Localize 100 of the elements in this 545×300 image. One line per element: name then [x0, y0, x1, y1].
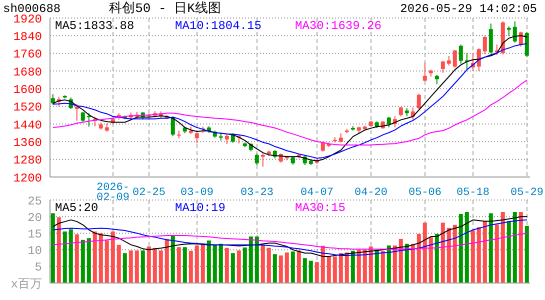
candlestick — [512, 20, 517, 44]
bar — [368, 246, 373, 283]
x-tick-label: 2026-02-09 — [96, 182, 130, 204]
bar — [470, 230, 475, 283]
candlestick — [524, 31, 529, 58]
text: MA30:1639.26 — [295, 19, 382, 33]
bar — [386, 245, 391, 283]
candlestick — [422, 62, 427, 82]
bar — [482, 221, 487, 283]
y-tick-label: 1600 — [13, 82, 42, 97]
candlestick — [482, 35, 487, 55]
series-label: MA5:20 — [55, 201, 100, 215]
line-series — [52, 232, 528, 250]
bar — [314, 262, 319, 283]
bar — [350, 250, 355, 283]
candlestick — [224, 134, 229, 144]
bar — [332, 256, 337, 283]
bar — [104, 240, 109, 283]
bar — [254, 236, 259, 283]
bar — [278, 255, 283, 283]
bar — [524, 226, 529, 283]
bar — [158, 250, 163, 283]
x-tick-label: 04-07 — [300, 187, 334, 199]
bar — [434, 234, 439, 283]
bar — [452, 224, 457, 283]
bar — [140, 250, 145, 283]
bar — [488, 213, 493, 283]
bar — [242, 247, 247, 283]
line-series — [52, 80, 528, 146]
y-tick-label: 1200 — [13, 171, 42, 186]
bar — [464, 212, 469, 283]
bar — [410, 244, 415, 283]
bar — [266, 248, 271, 283]
candlestick — [386, 116, 391, 128]
bar — [440, 222, 445, 283]
candlestick — [176, 130, 181, 139]
bar — [506, 221, 511, 283]
y-tick-label: 15 — [28, 227, 42, 242]
bar — [68, 229, 73, 283]
bar — [356, 250, 361, 283]
bar — [200, 244, 205, 283]
y-tick-label: 1840 — [13, 30, 42, 44]
bar — [446, 228, 451, 283]
bar — [260, 244, 265, 283]
bar — [236, 250, 241, 283]
bar — [284, 252, 289, 283]
bar — [248, 236, 253, 283]
x-tick-label: 05-18 — [456, 187, 490, 199]
y-tick-label: 1440 — [13, 118, 42, 132]
bar — [212, 244, 217, 283]
candlestick — [452, 50, 457, 68]
bar — [134, 250, 139, 283]
bar — [458, 214, 463, 283]
bar — [476, 227, 481, 283]
bar — [302, 258, 307, 283]
candlestick — [488, 23, 493, 54]
bar — [272, 254, 277, 283]
bar — [146, 246, 151, 283]
bar — [320, 246, 325, 283]
y-tick-label: 1680 — [13, 65, 42, 80]
chart-title: 科创50 - 日K线图 — [109, 1, 221, 16]
x-tick-label: 03-23 — [240, 187, 274, 199]
y-tick-label: 1760 — [13, 48, 42, 62]
bar — [74, 234, 79, 283]
bar — [176, 247, 181, 283]
candlestick — [446, 55, 451, 66]
bar — [290, 251, 295, 283]
bar — [500, 212, 505, 283]
bar — [164, 238, 169, 283]
bar — [152, 248, 157, 283]
bar — [416, 234, 421, 283]
bar — [308, 260, 313, 283]
bar — [326, 256, 331, 283]
x-tick-label: 05-06 — [408, 187, 442, 199]
candlestick — [458, 44, 463, 64]
y-tick-label: 1360 — [13, 136, 42, 150]
bar — [170, 236, 175, 283]
y-tick-label: 5 — [34, 260, 42, 275]
candlestick — [80, 111, 85, 122]
bar — [128, 250, 133, 283]
candlestick — [194, 132, 199, 144]
bar — [224, 248, 229, 283]
bar — [206, 240, 211, 283]
candlestick — [338, 132, 343, 144]
text: MA10:19 — [175, 201, 226, 215]
candlestick — [440, 60, 445, 74]
bar — [194, 245, 199, 283]
bar — [494, 224, 499, 283]
candlestick — [86, 112, 91, 128]
bar — [122, 253, 127, 283]
bar — [62, 232, 67, 283]
candlestick — [254, 152, 259, 166]
bar — [230, 253, 235, 283]
text: MA10:1804.15 — [175, 19, 262, 33]
bar — [392, 245, 397, 283]
bar — [92, 232, 97, 283]
text: MA30:15 — [295, 201, 346, 215]
bar — [98, 233, 103, 283]
bar — [338, 253, 343, 283]
y-tick-label: x百万 — [10, 277, 42, 292]
